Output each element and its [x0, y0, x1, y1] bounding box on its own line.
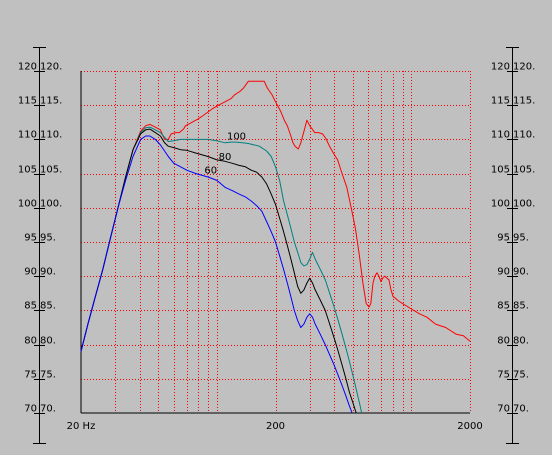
x-tick-label: 2000 — [457, 421, 482, 432]
y-tick-label-inner-left: 120. — [40, 62, 62, 73]
y-tick-label-inner-left: 100. — [40, 199, 62, 210]
y-tick-label-right: 70 — [497, 404, 510, 415]
y-tick-label-right: 95 — [497, 233, 510, 244]
y-tick-label-left: 95 — [24, 233, 37, 244]
series-line-0 — [80, 80, 471, 352]
series-label-60: 60 — [204, 166, 217, 177]
series-line-1 — [80, 126, 363, 414]
series-line-2 — [80, 128, 357, 414]
y-tick-label-left: 80 — [24, 336, 37, 347]
y-tick-label-right: 100 — [491, 199, 510, 210]
x-tick-label: 20 Hz — [67, 421, 96, 432]
y-tick-label-inner-right: 95. — [513, 233, 529, 244]
y-tick-label-left: 85 — [24, 301, 37, 312]
y-tick-label-inner-left: 105. — [40, 165, 62, 176]
series-label-80: 80 — [219, 152, 232, 163]
series-line-3 — [80, 135, 353, 414]
x-tick-label: 200 — [266, 421, 285, 432]
y-tick-label-inner-left: 85. — [40, 301, 56, 312]
y-tick-label-right: 110 — [491, 130, 510, 141]
y-tick-label-inner-left: 70. — [40, 404, 56, 415]
y-tick-label-left: 120 — [18, 62, 37, 73]
y-tick-label-inner-right: 85. — [513, 301, 529, 312]
y-tick-label-right: 75 — [497, 370, 510, 381]
y-tick-label-right: 80 — [497, 336, 510, 347]
y-tick-label-right: 120 — [491, 62, 510, 73]
plot-frame — [80, 71, 470, 414]
y-tick-label-inner-right: 80. — [513, 336, 529, 347]
y-tick-label-inner-left: 90. — [40, 267, 56, 278]
y-tick-label-inner-left: 80. — [40, 336, 56, 347]
y-tick-label-left: 100 — [18, 199, 37, 210]
y-tick-label-inner-left: 95. — [40, 233, 56, 244]
y-tick-label-right: 105 — [491, 165, 510, 176]
y-tick-label-inner-left: 115. — [40, 96, 62, 107]
y-tick-label-left: 90 — [24, 267, 37, 278]
y-tick-label-inner-right: 100. — [513, 199, 535, 210]
y-tick-label-inner-right: 115. — [513, 96, 535, 107]
y-tick-label-inner-right: 75. — [513, 370, 529, 381]
y-tick-label-right: 115 — [491, 96, 510, 107]
series-label-100: 100 — [227, 131, 246, 142]
y-tick-label-left: 105 — [18, 165, 37, 176]
y-tick-label-right: 90 — [497, 267, 510, 278]
side-scales: 70 70.75 75.80 80.85 85.90 90.95 95.100 100.105… — [18, 47, 535, 444]
grid-lines — [81, 71, 471, 413]
y-tick-label-left: 75 — [24, 370, 37, 381]
y-tick-label-inner-right: 110. — [513, 130, 535, 141]
y-tick-label-inner-right: 105. — [513, 165, 535, 176]
y-tick-label-inner-left: 75. — [40, 370, 56, 381]
y-tick-label-left: 70 — [24, 404, 37, 415]
y-tick-label-inner-right: 90. — [513, 267, 529, 278]
x-tick-labels: 20 Hz 200 2000 — [67, 421, 483, 432]
y-tick-label-left: 110 — [18, 130, 37, 141]
y-tick-label-inner-right: 70. — [513, 404, 529, 415]
data-series — [80, 80, 471, 414]
y-tick-label-inner-right: 120. — [513, 62, 535, 73]
y-tick-label-inner-left: 110. — [40, 130, 62, 141]
y-tick-label-left: 115 — [18, 96, 37, 107]
y-tick-label-right: 85 — [497, 301, 510, 312]
